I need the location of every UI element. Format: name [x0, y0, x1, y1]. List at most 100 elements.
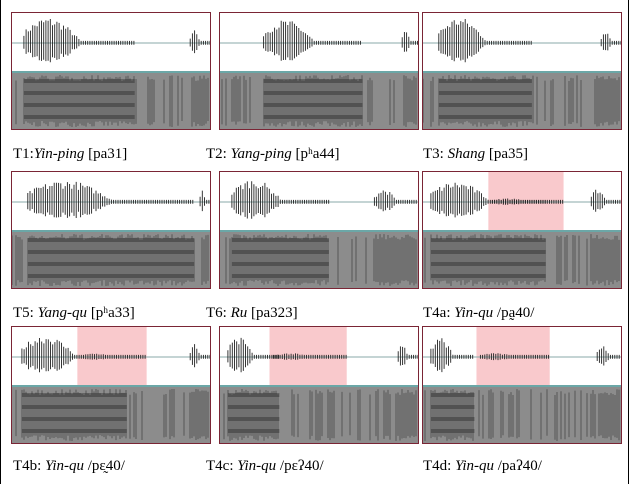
panel-caption: T3: Shang [pa35]: [423, 145, 528, 163]
formant-band: [263, 115, 363, 119]
formant-band: [231, 238, 329, 242]
caption-transcription: /pɛ̰40/: [84, 458, 125, 474]
formant-band: [21, 405, 127, 409]
formant-band: [227, 429, 280, 433]
spectrogram-striations: [223, 389, 417, 441]
formant-band: [21, 393, 127, 397]
spectrogram-striations: [12, 234, 209, 286]
waveform-spectrogram: [12, 19, 210, 129]
formant-band: [227, 405, 280, 409]
caption-transcription: [pʰa44]: [291, 146, 340, 162]
caption-tone-name: Yin-qu: [237, 458, 277, 474]
waveform: [438, 19, 621, 63]
formant-band: [27, 274, 195, 278]
figure-panel: [11, 171, 211, 289]
caption-tone-name: Yang-ping: [230, 146, 292, 162]
caption-label: T1:: [13, 146, 34, 162]
figure-panel: [422, 12, 622, 130]
waveform-spectrogram: [220, 327, 418, 443]
formant-band: [438, 91, 532, 95]
panel-caption: T4b: Yin-qu /pɛ̰40/: [13, 457, 125, 475]
figure-panel: [422, 171, 622, 289]
formant-band: [23, 103, 135, 107]
waveform-spectrogram: [423, 19, 621, 129]
formant-band: [227, 417, 280, 421]
spectrogram: [423, 387, 621, 443]
spectrogram: [220, 232, 418, 288]
caption-label: T2:: [206, 146, 231, 162]
caption-tone-name: Yin-qu: [454, 305, 494, 321]
panel-caption: T1:Yin-ping [pa31]: [13, 145, 127, 163]
waveform-spectrogram: [220, 181, 418, 288]
formant-band: [438, 79, 532, 83]
figure-panel: [219, 326, 419, 444]
spectrogram: [220, 73, 418, 129]
formant-band: [438, 103, 532, 107]
caption-label: T3:: [423, 146, 448, 162]
spectrogram-striations: [15, 75, 209, 127]
caption-transcription: /pa̰40/: [493, 305, 535, 321]
spectrogram-striations: [221, 75, 417, 127]
waveform-spectrogram: [12, 327, 210, 443]
waveform: [227, 337, 418, 373]
spectrogram: [12, 232, 210, 288]
panel-caption: T5: Yang-qu [pʰa33]: [13, 304, 135, 322]
waveform: [430, 338, 620, 373]
spectrogram-striations: [424, 234, 620, 286]
spectrogram-striations: [423, 75, 620, 127]
panel-caption: T4d: Yin-qu /paʔ40/: [423, 457, 542, 475]
formant-band: [430, 274, 546, 278]
formant-band: [263, 103, 363, 107]
waveform: [263, 20, 418, 61]
panel-caption: T4c: Yin-qu /pɛʔ40/: [206, 457, 324, 475]
caption-label: T4b:: [13, 458, 46, 474]
figure-panel: [219, 171, 419, 289]
caption-label: T4d:: [423, 458, 456, 474]
formant-band: [21, 417, 127, 421]
formant-band: [430, 417, 475, 421]
caption-label: T4a:: [423, 305, 455, 321]
formant-band: [430, 429, 475, 433]
waveform-spectrogram: [423, 327, 621, 443]
formant-band: [231, 250, 329, 254]
figure-panel: [219, 12, 419, 130]
formant-band: [263, 91, 363, 95]
formant-band: [263, 79, 363, 83]
waveform: [27, 181, 210, 218]
panel-caption: T6: Ru [pa323]: [206, 304, 298, 322]
spectrogram-striations: [15, 389, 209, 441]
caption-tone-name: Yin-ping: [33, 146, 85, 162]
formant-band: [27, 262, 195, 266]
formant-band: [430, 405, 475, 409]
formant-band: [21, 429, 127, 433]
spectrogram: [220, 387, 418, 443]
figure-panel: [422, 326, 622, 444]
figure-panel: [11, 326, 211, 444]
formant-band: [430, 250, 546, 254]
waveform-spectrogram: [220, 20, 418, 129]
caption-tone-name: Yin-qu: [455, 458, 494, 474]
formant-band: [430, 393, 475, 397]
caption-tone-name: Shang: [447, 146, 486, 162]
formant-band: [430, 238, 546, 242]
spectrogram: [12, 387, 210, 443]
caption-transcription: [pʰa33]: [87, 305, 135, 321]
formant-band: [23, 91, 135, 95]
panel-caption: T4a: Yin-qu /pa̰40/: [423, 304, 534, 322]
caption-tone-name: Yang-qu: [37, 305, 88, 321]
waveform: [21, 338, 210, 373]
formant-band: [231, 274, 329, 278]
caption-transcription: /pɛʔ40/: [276, 458, 324, 474]
highlight-region: [488, 172, 564, 230]
caption-transcription: [pa31]: [84, 146, 128, 162]
formant-band: [27, 250, 195, 254]
caption-label: T6:: [206, 305, 231, 321]
formant-band: [227, 393, 280, 397]
spectrogram: [423, 73, 621, 129]
spectrogram: [423, 232, 621, 288]
waveform-spectrogram: [12, 181, 210, 288]
spectrogram-striations: [424, 389, 620, 441]
waveform: [23, 19, 210, 63]
waveform: [430, 182, 621, 218]
